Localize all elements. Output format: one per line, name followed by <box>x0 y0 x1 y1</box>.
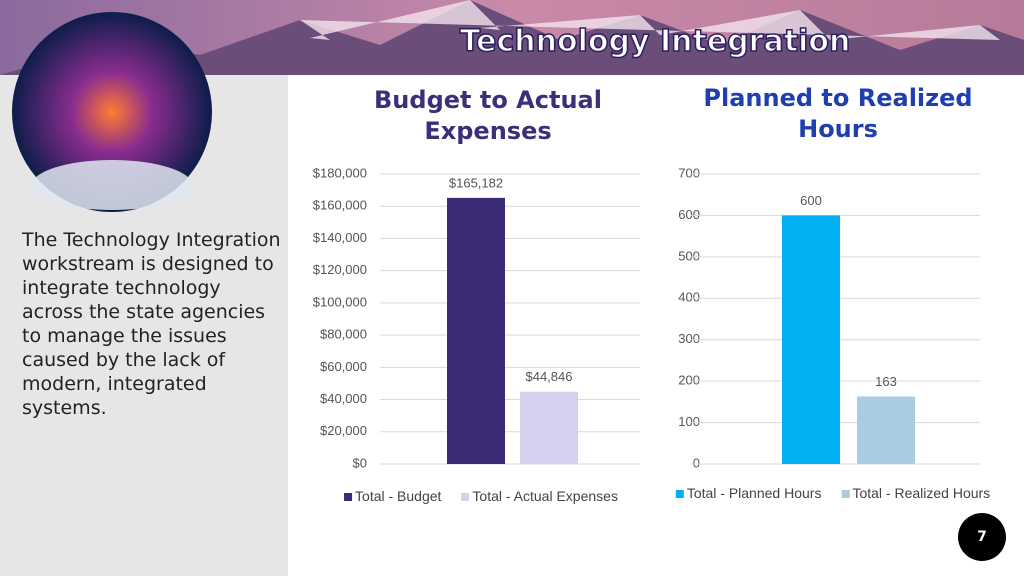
legend-item: Total - Realized Hours <box>841 485 990 501</box>
chart-title: Planned to Realized Hours <box>703 83 973 145</box>
y-tick-label: $180,000 <box>313 165 367 180</box>
data-label: $44,846 <box>526 369 573 384</box>
legend-swatch <box>675 490 684 498</box>
y-tick-label: 200 <box>678 373 700 388</box>
y-tick-label: $100,000 <box>313 294 367 309</box>
legend-label: Total - Actual Expenses <box>472 488 618 504</box>
bar <box>447 197 505 464</box>
legend: Total - Planned Hours Total - Realized Ho… <box>675 485 990 501</box>
chart-title-text: Planned to Realized Hours <box>703 84 973 143</box>
y-tick-label: $120,000 <box>313 262 367 277</box>
data-label: $165,182 <box>449 175 503 190</box>
data-label: 600 <box>800 193 822 208</box>
legend-swatch <box>841 490 850 498</box>
y-tick-label: 100 <box>678 414 700 429</box>
page-number: 7 <box>958 513 1006 561</box>
y-tick-label: $160,000 <box>313 198 367 213</box>
y-tick-label: 0 <box>693 455 700 470</box>
chart-title: Budget to Actual Expenses <box>358 85 618 147</box>
y-tick-label: $60,000 <box>320 359 367 374</box>
y-tick-label: 600 <box>678 207 700 222</box>
decorative-image <box>12 12 212 212</box>
legend-label: Total - Budget <box>355 488 442 504</box>
bar <box>520 391 578 464</box>
legend: Total - Budget Total - Actual Expenses <box>344 488 618 504</box>
legend-label: Total - Realized Hours <box>852 485 991 501</box>
body-text: The Technology Integration workstream is… <box>22 229 281 419</box>
legend-swatch <box>461 493 470 501</box>
data-label: 163 <box>875 374 897 389</box>
y-tick-label: 700 <box>678 165 700 180</box>
y-tick-label: 300 <box>678 331 700 346</box>
legend-item: Total - Planned Hours <box>675 485 822 501</box>
y-tick-label: $140,000 <box>313 230 367 245</box>
bar <box>857 396 915 464</box>
legend-label: Total - Planned Hours <box>686 485 822 501</box>
y-tick-label: $0 <box>353 455 367 470</box>
chart-title-text: Budget to Actual Expenses <box>374 86 602 145</box>
y-tick-label: $20,000 <box>320 423 367 438</box>
slide-title: Technology Integration <box>459 23 851 60</box>
y-tick-label: $80,000 <box>320 327 367 342</box>
y-tick-label: 500 <box>678 248 700 263</box>
bar <box>782 215 840 464</box>
legend-item: Total - Budget <box>344 488 441 504</box>
legend-item: Total - Actual Expenses <box>461 488 618 504</box>
y-tick-label: 400 <box>678 290 700 305</box>
legend-swatch <box>344 493 353 501</box>
y-tick-label: $40,000 <box>320 391 367 406</box>
